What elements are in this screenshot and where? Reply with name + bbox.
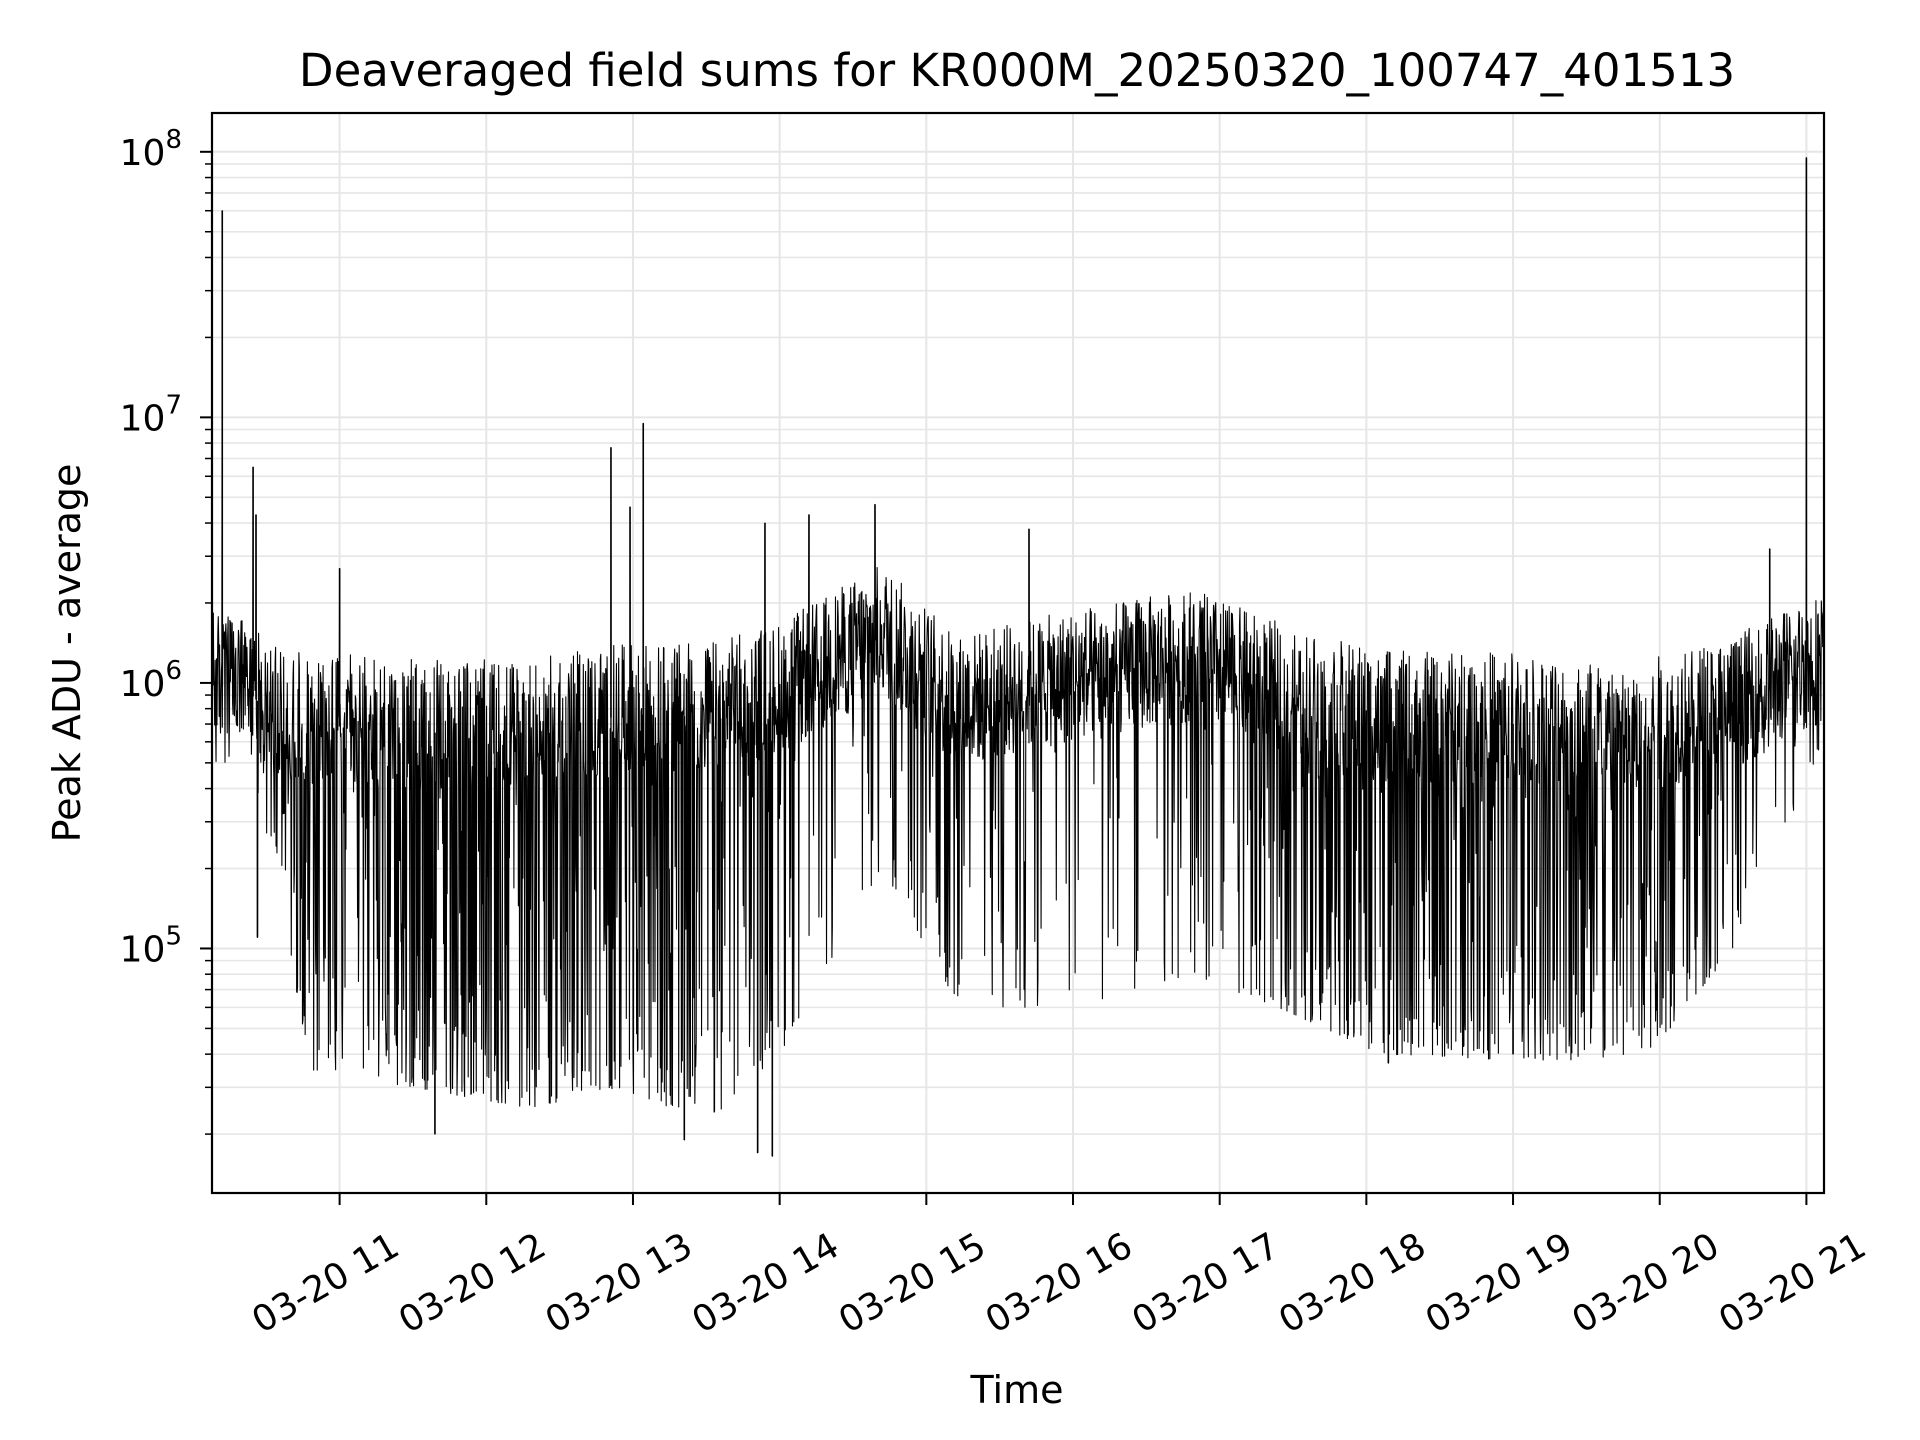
- y-tick-label: 105: [120, 921, 182, 970]
- y-axis-label: Peak ADU - average: [45, 464, 89, 843]
- y-axis: 105 106 107 108: [120, 125, 212, 1135]
- series-line: [211, 157, 1825, 1157]
- plot-frame: [210, 111, 1826, 1195]
- y-tick-label: 107: [120, 390, 182, 439]
- y-tick-label: 106: [120, 656, 182, 705]
- x-axis-label: Time: [970, 1368, 1064, 1412]
- y-tick-label: 108: [120, 125, 182, 174]
- chart-title: Deaveraged field sums for KR000M_2025032…: [299, 44, 1735, 97]
- data-series: [211, 157, 1825, 1157]
